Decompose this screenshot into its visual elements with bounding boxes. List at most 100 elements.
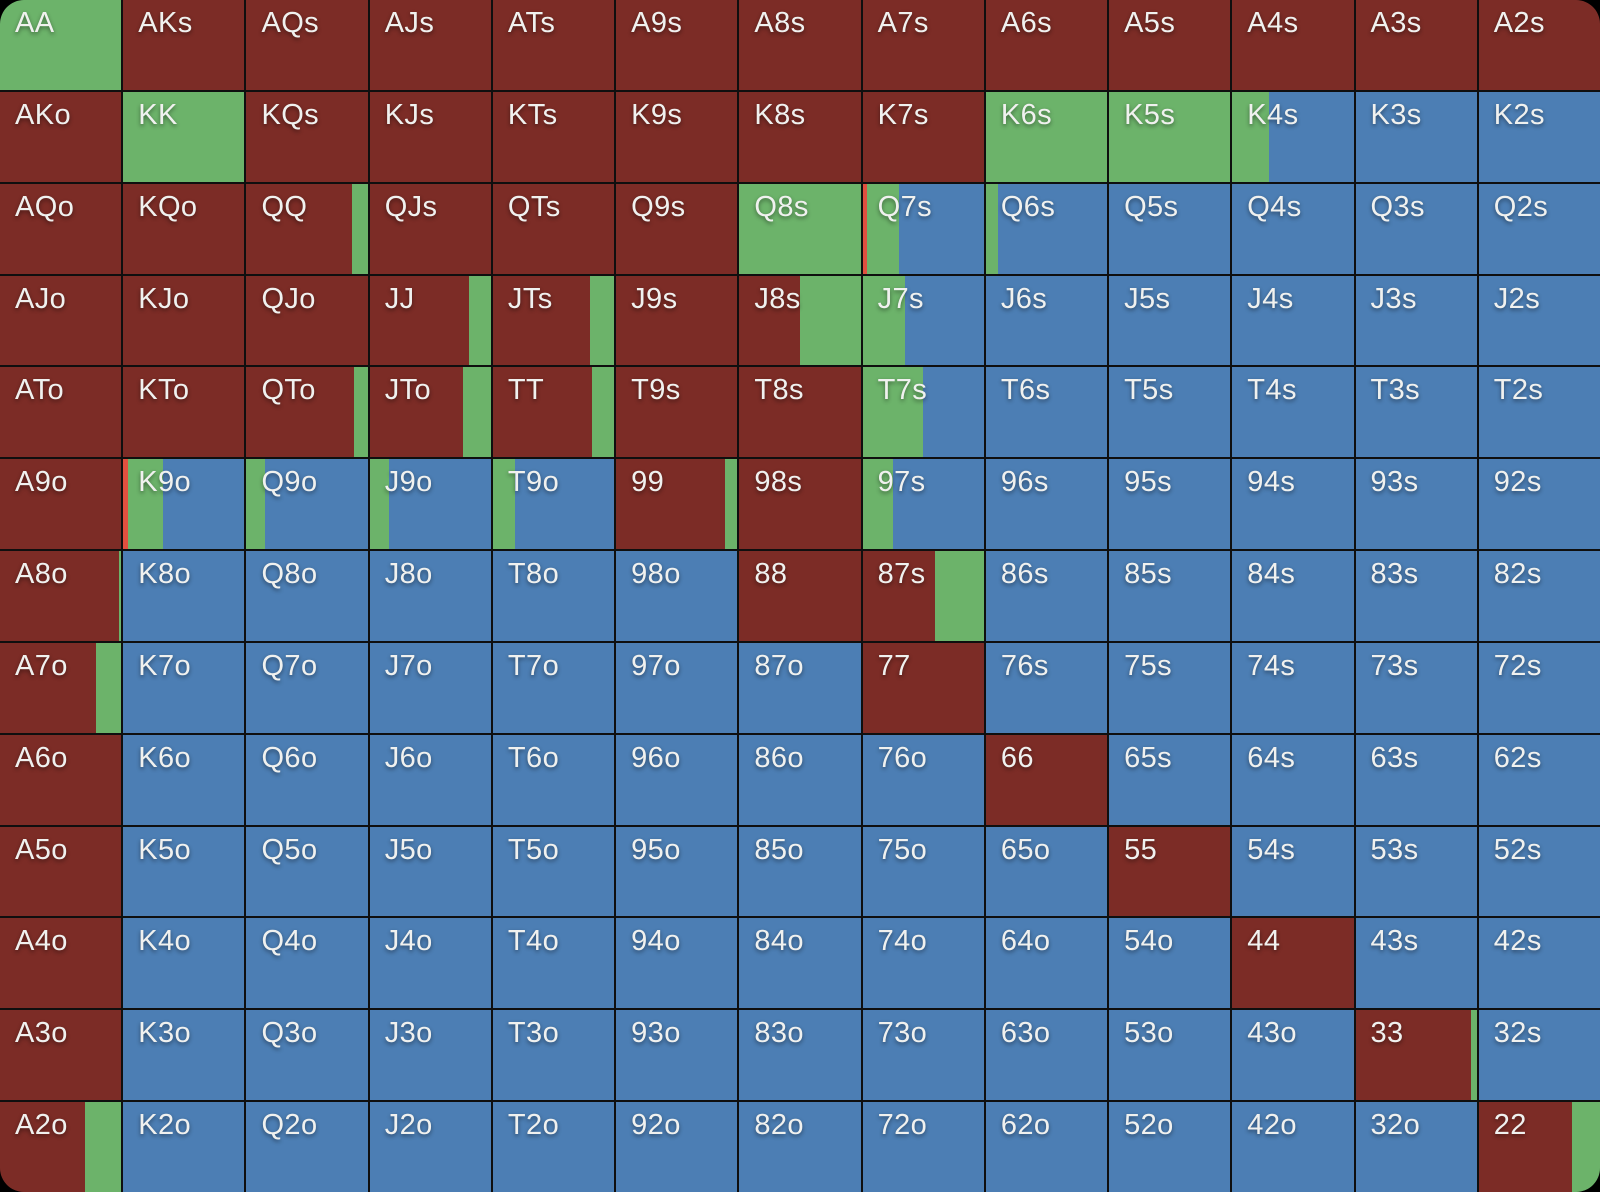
hand-cell-Q7o[interactable]: Q7o bbox=[246, 642, 368, 733]
hand-cell-Q9s[interactable]: Q9s bbox=[616, 183, 738, 274]
hand-cell-T7o[interactable]: T7o bbox=[492, 642, 615, 733]
hand-cell-K5s[interactable]: K5s bbox=[1109, 91, 1231, 182]
hand-cell-Q5o[interactable]: Q5o bbox=[246, 826, 368, 917]
hand-cell-42o[interactable]: 42o bbox=[1232, 1102, 1354, 1192]
hand-cell-A3o[interactable]: A3o bbox=[0, 1010, 122, 1101]
hand-cell-88[interactable]: 88 bbox=[739, 551, 861, 641]
hand-cell-Q5s[interactable]: Q5s bbox=[1109, 183, 1231, 274]
hand-cell-A7s[interactable]: A7s bbox=[862, 0, 984, 90]
hand-cell-53s[interactable]: 53s bbox=[1355, 826, 1477, 917]
hand-cell-T4o[interactable]: T4o bbox=[492, 918, 615, 1009]
hand-cell-K3s[interactable]: K3s bbox=[1355, 91, 1477, 182]
hand-cell-92o[interactable]: 92o bbox=[616, 1102, 738, 1192]
hand-cell-A6o[interactable]: A6o bbox=[0, 734, 122, 825]
hand-cell-94o[interactable]: 94o bbox=[616, 918, 738, 1009]
hand-cell-J2s[interactable]: J2s bbox=[1478, 275, 1600, 366]
hand-cell-93o[interactable]: 93o bbox=[616, 1010, 738, 1101]
hand-cell-94s[interactable]: 94s bbox=[1232, 459, 1354, 550]
hand-cell-KK[interactable]: KK bbox=[123, 91, 245, 182]
hand-cell-J4s[interactable]: J4s bbox=[1232, 275, 1354, 366]
hand-cell-A8s[interactable]: A8s bbox=[739, 0, 861, 90]
hand-cell-AKo[interactable]: AKo bbox=[0, 91, 122, 182]
hand-cell-J7s[interactable]: J7s bbox=[862, 275, 984, 366]
hand-cell-T8s[interactable]: T8s bbox=[739, 367, 861, 458]
hand-cell-J9o[interactable]: J9o bbox=[369, 459, 491, 550]
hand-cell-98s[interactable]: 98s bbox=[739, 459, 861, 550]
hand-cell-96o[interactable]: 96o bbox=[616, 734, 738, 825]
hand-cell-52s[interactable]: 52s bbox=[1478, 826, 1600, 917]
hand-cell-K3o[interactable]: K3o bbox=[123, 1010, 245, 1101]
hand-cell-Q2s[interactable]: Q2s bbox=[1478, 183, 1600, 274]
hand-cell-A2o[interactable]: A2o bbox=[0, 1102, 122, 1192]
hand-cell-J6s[interactable]: J6s bbox=[985, 275, 1108, 366]
hand-cell-A6s[interactable]: A6s bbox=[985, 0, 1108, 90]
hand-cell-A9o[interactable]: A9o bbox=[0, 459, 122, 550]
hand-cell-T4s[interactable]: T4s bbox=[1232, 367, 1354, 458]
hand-cell-K4o[interactable]: K4o bbox=[123, 918, 245, 1009]
hand-cell-73o[interactable]: 73o bbox=[862, 1010, 984, 1101]
hand-cell-T5s[interactable]: T5s bbox=[1109, 367, 1231, 458]
hand-cell-JJ[interactable]: JJ bbox=[369, 275, 491, 366]
hand-cell-32o[interactable]: 32o bbox=[1355, 1102, 1477, 1192]
hand-cell-K7s[interactable]: K7s bbox=[862, 91, 984, 182]
hand-cell-K5o[interactable]: K5o bbox=[123, 826, 245, 917]
hand-cell-64s[interactable]: 64s bbox=[1232, 734, 1354, 825]
hand-cell-JTs[interactable]: JTs bbox=[492, 275, 615, 366]
hand-cell-72o[interactable]: 72o bbox=[862, 1102, 984, 1192]
hand-cell-Q3o[interactable]: Q3o bbox=[246, 1010, 368, 1101]
hand-cell-KJo[interactable]: KJo bbox=[123, 275, 245, 366]
hand-cell-86o[interactable]: 86o bbox=[739, 734, 861, 825]
hand-cell-Q6o[interactable]: Q6o bbox=[246, 734, 368, 825]
hand-cell-K6s[interactable]: K6s bbox=[985, 91, 1108, 182]
hand-cell-63o[interactable]: 63o bbox=[985, 1010, 1108, 1101]
hand-cell-A7o[interactable]: A7o bbox=[0, 642, 122, 733]
hand-cell-98o[interactable]: 98o bbox=[616, 551, 738, 641]
hand-cell-KTo[interactable]: KTo bbox=[123, 367, 245, 458]
hand-cell-K9o[interactable]: K9o bbox=[123, 459, 245, 550]
hand-cell-K7o[interactable]: K7o bbox=[123, 642, 245, 733]
hand-cell-AA[interactable]: AA bbox=[0, 0, 122, 90]
hand-cell-42s[interactable]: 42s bbox=[1478, 918, 1600, 1009]
hand-cell-66[interactable]: 66 bbox=[985, 734, 1108, 825]
hand-cell-T9s[interactable]: T9s bbox=[616, 367, 738, 458]
hand-cell-74o[interactable]: 74o bbox=[862, 918, 984, 1009]
hand-cell-AJs[interactable]: AJs bbox=[369, 0, 491, 90]
hand-cell-62o[interactable]: 62o bbox=[985, 1102, 1108, 1192]
hand-cell-97o[interactable]: 97o bbox=[616, 642, 738, 733]
hand-cell-92s[interactable]: 92s bbox=[1478, 459, 1600, 550]
hand-cell-T8o[interactable]: T8o bbox=[492, 551, 615, 641]
hand-cell-33[interactable]: 33 bbox=[1355, 1010, 1477, 1101]
hand-cell-83s[interactable]: 83s bbox=[1355, 551, 1477, 641]
hand-cell-A5s[interactable]: A5s bbox=[1109, 0, 1231, 90]
hand-cell-86s[interactable]: 86s bbox=[985, 551, 1108, 641]
hand-cell-K8o[interactable]: K8o bbox=[123, 551, 245, 641]
hand-cell-K8s[interactable]: K8s bbox=[739, 91, 861, 182]
hand-cell-64o[interactable]: 64o bbox=[985, 918, 1108, 1009]
hand-cell-63s[interactable]: 63s bbox=[1355, 734, 1477, 825]
hand-cell-96s[interactable]: 96s bbox=[985, 459, 1108, 550]
hand-cell-J8o[interactable]: J8o bbox=[369, 551, 491, 641]
hand-cell-74s[interactable]: 74s bbox=[1232, 642, 1354, 733]
hand-cell-32s[interactable]: 32s bbox=[1478, 1010, 1600, 1101]
hand-cell-KTs[interactable]: KTs bbox=[492, 91, 615, 182]
hand-cell-KJs[interactable]: KJs bbox=[369, 91, 491, 182]
hand-cell-AQs[interactable]: AQs bbox=[246, 0, 368, 90]
hand-cell-Q6s[interactable]: Q6s bbox=[985, 183, 1108, 274]
hand-cell-J5o[interactable]: J5o bbox=[369, 826, 491, 917]
hand-cell-82s[interactable]: 82s bbox=[1478, 551, 1600, 641]
hand-cell-43o[interactable]: 43o bbox=[1232, 1010, 1354, 1101]
hand-cell-J4o[interactable]: J4o bbox=[369, 918, 491, 1009]
hand-cell-97s[interactable]: 97s bbox=[862, 459, 984, 550]
hand-cell-82o[interactable]: 82o bbox=[739, 1102, 861, 1192]
hand-cell-T5o[interactable]: T5o bbox=[492, 826, 615, 917]
hand-cell-T6s[interactable]: T6s bbox=[985, 367, 1108, 458]
hand-cell-84s[interactable]: 84s bbox=[1232, 551, 1354, 641]
hand-cell-QTo[interactable]: QTo bbox=[246, 367, 368, 458]
hand-cell-95o[interactable]: 95o bbox=[616, 826, 738, 917]
hand-cell-T3s[interactable]: T3s bbox=[1355, 367, 1477, 458]
hand-cell-J8s[interactable]: J8s bbox=[739, 275, 861, 366]
hand-cell-72s[interactable]: 72s bbox=[1478, 642, 1600, 733]
hand-cell-53o[interactable]: 53o bbox=[1109, 1010, 1231, 1101]
hand-cell-A3s[interactable]: A3s bbox=[1355, 0, 1477, 90]
hand-cell-AKs[interactable]: AKs bbox=[123, 0, 245, 90]
